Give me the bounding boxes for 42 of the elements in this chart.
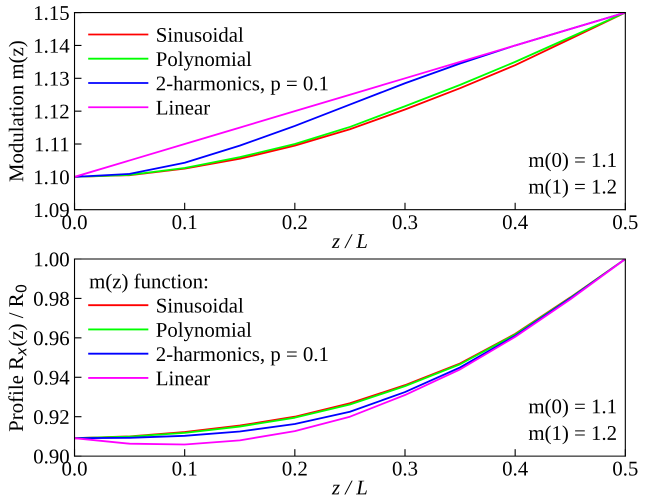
- x-tick-label: 0.4: [502, 462, 528, 476]
- x-tick-label: 0.3: [392, 462, 418, 476]
- x-axis-title: z / L: [332, 480, 367, 495]
- x-tick-label: 0.2: [282, 462, 307, 476]
- legend-label: 2-harmonics, p = 0.1: [156, 346, 328, 366]
- y-tick-label: 1.09: [35, 203, 69, 218]
- y-tick-label: 0.96: [34, 331, 70, 346]
- y-tick-label: 1.00: [35, 252, 69, 267]
- y-tick-label: 0.94: [34, 370, 70, 385]
- annotation: m(1) = 1.2: [528, 425, 616, 444]
- x-tick-label: 0.1: [172, 215, 196, 230]
- y-tick-label: 1.10: [35, 170, 69, 184]
- x-tick-label: 0.2: [282, 215, 307, 230]
- y-tick-label: 0.98: [34, 292, 69, 306]
- y-tick-label: 1.13: [35, 72, 69, 86]
- annotation: m(0) = 1.1: [528, 152, 616, 172]
- x-tick-label: 0.0: [62, 215, 87, 230]
- legend-label: Sinusoidal: [157, 27, 244, 42]
- y-tick-label: 1.11: [36, 137, 68, 152]
- legend-label: 2-harmonics, p = 0.1: [156, 76, 328, 95]
- annotation: m(1) = 1.2: [528, 179, 616, 198]
- legend-label: Polynomial: [156, 322, 252, 342]
- legend-label: Linear: [156, 100, 210, 115]
- x-axis-title: z / L: [332, 234, 367, 248]
- x-tick-label: 0.0: [62, 462, 87, 476]
- x-tick-label: 0.3: [392, 215, 418, 230]
- x-tick-label: 0.1: [172, 462, 196, 476]
- y-axis-title: Modulation m(z): [8, 41, 28, 182]
- y-tick-label: 1.15: [35, 6, 69, 20]
- y-tick-label: 0.90: [34, 449, 69, 464]
- x-tick-label: 0.5: [613, 215, 638, 230]
- y-tick-label: 1.12: [35, 104, 69, 119]
- legend-label: Polynomial: [156, 52, 252, 70]
- y-tick-label: 1.14: [35, 38, 70, 53]
- x-tick-label: 0.4: [502, 215, 528, 230]
- x-tick-label: 0.5: [613, 462, 638, 476]
- y-tick-label: 0.92: [34, 410, 69, 424]
- annotation: m(0) = 1.1: [528, 398, 616, 418]
- legend-label: Linear: [156, 371, 210, 386]
- legend-label: Sinusoidal: [157, 298, 244, 313]
- y-axis-title: Profile R$_{x}$(z) / R$_{0}$: [8, 284, 28, 432]
- legend-title: m(z) function:: [90, 274, 208, 293]
